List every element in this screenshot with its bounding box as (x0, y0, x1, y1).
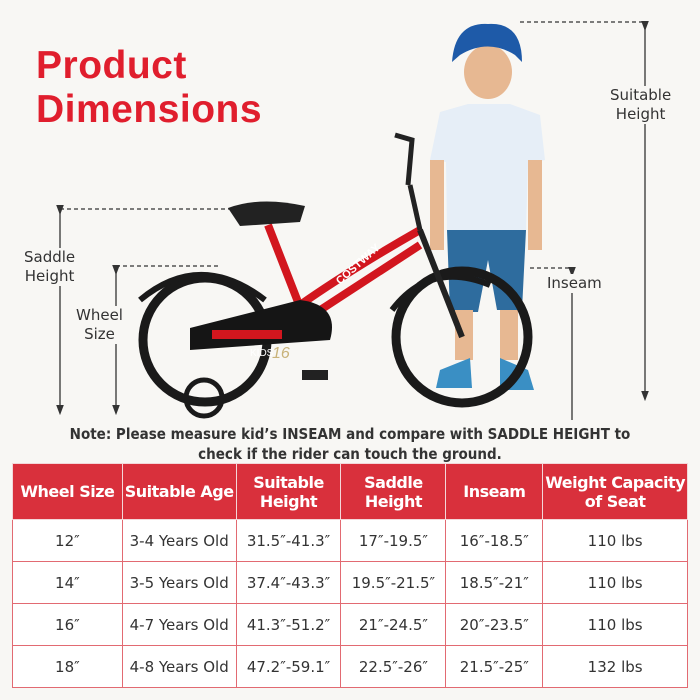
suitable-height-label: Suitable Height (610, 86, 672, 124)
header-suitable-height: Suitable Height (235, 463, 342, 520)
table-cell: 21.5″-25″ (445, 645, 544, 688)
table-cell: 110 lbs (542, 561, 688, 604)
bike-model-label: KIDS (250, 348, 274, 359)
table-cell: 4-8 Years Old (121, 645, 237, 688)
saddle-height-label: Saddle Height (24, 248, 76, 286)
wheel-size-label: Wheel Size (76, 306, 123, 344)
table-cell: 110 lbs (542, 519, 688, 562)
table-cell: 4-7 Years Old (121, 603, 237, 646)
table-cell: 47.2″-59.1″ (235, 645, 342, 688)
table-cell: 3-5 Years Old (121, 561, 237, 604)
table-cell: 12″ (12, 519, 123, 562)
table-cell: 31.5″-41.3″ (235, 519, 342, 562)
page-title: Product Dimensions (36, 44, 263, 131)
table-row: 14″ 3-5 Years Old 37.4″-43.3″ 19.5″-21.5″ 18… (12, 561, 688, 604)
header-inseam: Inseam (445, 463, 544, 520)
table-cell: 16″ (12, 603, 123, 646)
bike (138, 132, 533, 419)
table-cell: 110 lbs (542, 603, 688, 646)
header-saddle-height: Saddle Height (340, 463, 447, 520)
table-cell: 19.5″-21.5″ (340, 561, 447, 604)
table-cell: 3-4 Years Old (121, 519, 237, 562)
table-row: 12″ 3-4 Years Old 31.5″-41.3″ 17″-19.5″ 16″-… (12, 519, 688, 562)
header-wheel-size: Wheel Size (12, 463, 123, 520)
table-cell: 37.4″-43.3″ (235, 561, 342, 604)
bike-and-child-illustration: COSTWAY KIDS 16 (56, 20, 649, 420)
size-chart-table: Wheel Size Suitable Age Suitable Height … (12, 463, 688, 688)
header-weight-capacity: Weight Capacity of Seat (542, 463, 688, 520)
table-cell: 21″-24.5″ (340, 603, 447, 646)
table-cell: 41.3″-51.2″ (235, 603, 342, 646)
table-cell: 22.5″-26″ (340, 645, 447, 688)
table-row: 18″ 4-8 Years Old 47.2″-59.1″ 22.5″-26″ 21.5… (12, 645, 688, 688)
table-cell: 17″-19.5″ (340, 519, 447, 562)
table-row: 16″ 4-7 Years Old 41.3″-51.2″ 21″-24.5″ 20″-… (12, 603, 688, 646)
inseam-label: Inseam (547, 274, 602, 293)
bike-size-label: 16 (272, 345, 290, 362)
table-cell: 18.5″-21″ (445, 561, 544, 604)
header-suitable-age: Suitable Age (121, 463, 237, 520)
table-cell: 14″ (12, 561, 123, 604)
table-cell: 20″-23.5″ (445, 603, 544, 646)
table-cell: 16″-18.5″ (445, 519, 544, 562)
table-cell: 132 lbs (542, 645, 688, 688)
table-header-row: Wheel Size Suitable Age Suitable Height … (12, 463, 688, 520)
measurement-note: Note: Please measure kid’s INSEAM and co… (69, 425, 631, 463)
table-cell: 18″ (12, 645, 123, 688)
